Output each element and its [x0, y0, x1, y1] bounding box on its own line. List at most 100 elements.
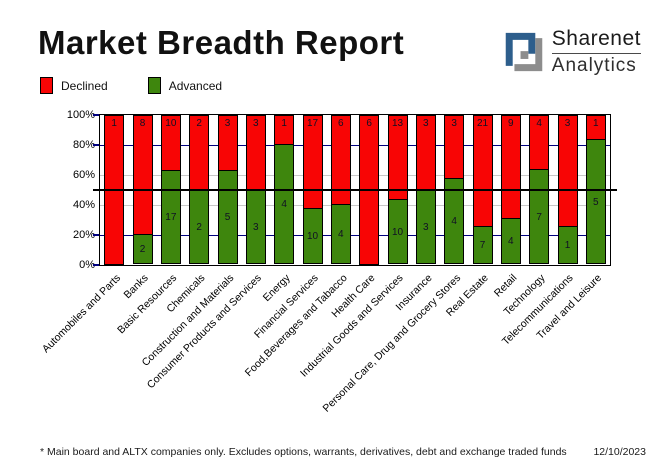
logo-line2: Analytics	[551, 55, 637, 76]
bar-advanced-segment: 17	[160, 170, 181, 264]
bar-advanced-segment: 1	[557, 226, 578, 264]
page-title: Market Breadth Report	[38, 24, 405, 61]
bar-real-estate: 21 7	[472, 115, 493, 265]
advanced-count-label: 4	[451, 216, 457, 227]
declined-count-label: 4	[536, 118, 542, 129]
footer-date: 12/10/2023	[593, 446, 646, 458]
legend-item-declined: Declined	[40, 77, 108, 94]
logo-line1: Sharenet	[551, 27, 641, 54]
bar-advanced-segment: 10	[387, 199, 408, 264]
bar-declined-segment: 8	[132, 115, 153, 235]
gridline-40	[100, 205, 610, 206]
bar-declined-segment: 3	[245, 115, 266, 190]
y-axis-tick-label: 80%	[72, 139, 95, 151]
advanced-count-label: 4	[338, 229, 344, 240]
bar-advanced-segment: 4	[500, 218, 521, 264]
y-axis-tick-label: 100%	[66, 109, 95, 121]
declined-count-label: 9	[508, 118, 514, 129]
bar-declined-segment: 3	[415, 115, 436, 190]
advanced-count-label: 10	[391, 226, 404, 238]
logo-text: Sharenet Analytics	[551, 27, 641, 77]
advanced-count-label: 10	[306, 231, 319, 242]
chart-legend: Declined Advanced	[40, 77, 262, 94]
bar-declined-segment: 3	[217, 115, 238, 171]
declined-count-label: 1	[593, 118, 599, 129]
advanced-swatch-icon	[147, 77, 161, 94]
bar-advanced-segment: 5	[217, 170, 238, 264]
y-axis-tick	[93, 114, 99, 116]
advanced-count-label: 7	[536, 211, 542, 223]
gridline-20	[100, 235, 610, 236]
bar-advanced-segment: 2	[132, 234, 153, 264]
bar-advanced-segment: 2	[189, 189, 210, 264]
bar-advanced-segment: 3	[415, 189, 436, 264]
advanced-count-label: 3	[423, 221, 429, 233]
y-axis-tick	[93, 234, 99, 236]
footer-note: * Main board and ALTX companies only. Ex…	[40, 446, 567, 458]
bar-industrial-goods-and-services: 13 10	[387, 115, 408, 265]
bar-declined-segment: 17	[302, 115, 323, 209]
declined-swatch-icon	[40, 77, 53, 94]
fifty-percent-reference-line	[93, 189, 617, 191]
declined-count-label: 3	[451, 118, 457, 129]
declined-count-label: 3	[564, 118, 571, 129]
y-axis-tick-label: 60%	[72, 169, 95, 181]
advanced-count-label: 5	[224, 212, 231, 223]
sharenet-logo-icon	[505, 32, 543, 72]
y-axis-tick-label: 0%	[79, 259, 95, 271]
bar-declined-segment: 6	[330, 115, 351, 205]
bar-declined-segment: 4	[529, 115, 550, 170]
y-axis-tick-label: 40%	[72, 199, 95, 211]
bar-advanced-segment: 3	[245, 189, 266, 264]
advanced-count-label: 17	[165, 212, 177, 223]
y-axis-tick	[93, 264, 99, 266]
bar-advanced-segment: 5	[585, 139, 606, 264]
advanced-count-label: 7	[479, 240, 486, 251]
bar-financial-services: 17 10	[302, 115, 323, 265]
declined-count-label: 3	[224, 118, 231, 129]
declined-count-label: 17	[306, 118, 319, 129]
bar-advanced-segment: 4	[444, 178, 465, 264]
declined-count-label: 3	[253, 118, 259, 129]
bar-advanced-segment: 4	[274, 144, 295, 264]
x-axis-label: Automobiles and Parts	[39, 272, 123, 356]
advanced-count-label: 2	[196, 221, 202, 233]
advanced-count-label: 4	[281, 199, 287, 210]
bar-declined-segment: 9	[500, 115, 521, 219]
bar-declined-segment: 21	[472, 115, 493, 227]
bar-advanced-segment: 10	[302, 208, 323, 264]
bar-declined-segment: 1	[274, 115, 295, 145]
y-axis-tick-label: 20%	[72, 229, 95, 241]
sharenet-logo: Sharenet Analytics	[504, 27, 641, 77]
declined-count-label: 6	[338, 118, 344, 129]
bar-advanced-segment: 7	[472, 226, 493, 264]
advanced-count-label: 5	[593, 196, 599, 208]
bar-basic-resources: 10 17	[160, 115, 181, 265]
plot-inner: 1 8 2 10 17 2 2 3 5 3 3 1 4 17 10 6 4 6 13 10 3 3 3 4 21 7 9 4 4 7 3 1 1…	[93, 115, 617, 265]
bar-advanced-segment: 4	[330, 204, 351, 264]
declined-count-label: 6	[366, 118, 372, 129]
bar-declined-segment: 3	[444, 115, 465, 179]
advanced-count-label: 3	[253, 221, 259, 233]
gridline-80	[100, 145, 610, 146]
plot-area: 1 8 2 10 17 2 2 3 5 3 3 1 4 17 10 6 4 6 13 10 3 3 3 4 21 7 9 4 4 7 3 1 1…	[93, 114, 617, 266]
legend-declined-label: Declined	[61, 78, 108, 93]
bar-advanced-segment: 7	[529, 169, 550, 264]
declined-count-label: 1	[281, 118, 287, 129]
bar-declined-segment: 1	[585, 115, 606, 140]
legend-item-advanced: Advanced	[147, 77, 222, 94]
declined-count-label: 8	[139, 118, 146, 129]
declined-count-label: 3	[423, 118, 429, 129]
declined-count-label: 13	[391, 118, 404, 129]
advanced-count-label: 2	[139, 244, 146, 255]
advanced-count-label: 4	[508, 236, 514, 247]
